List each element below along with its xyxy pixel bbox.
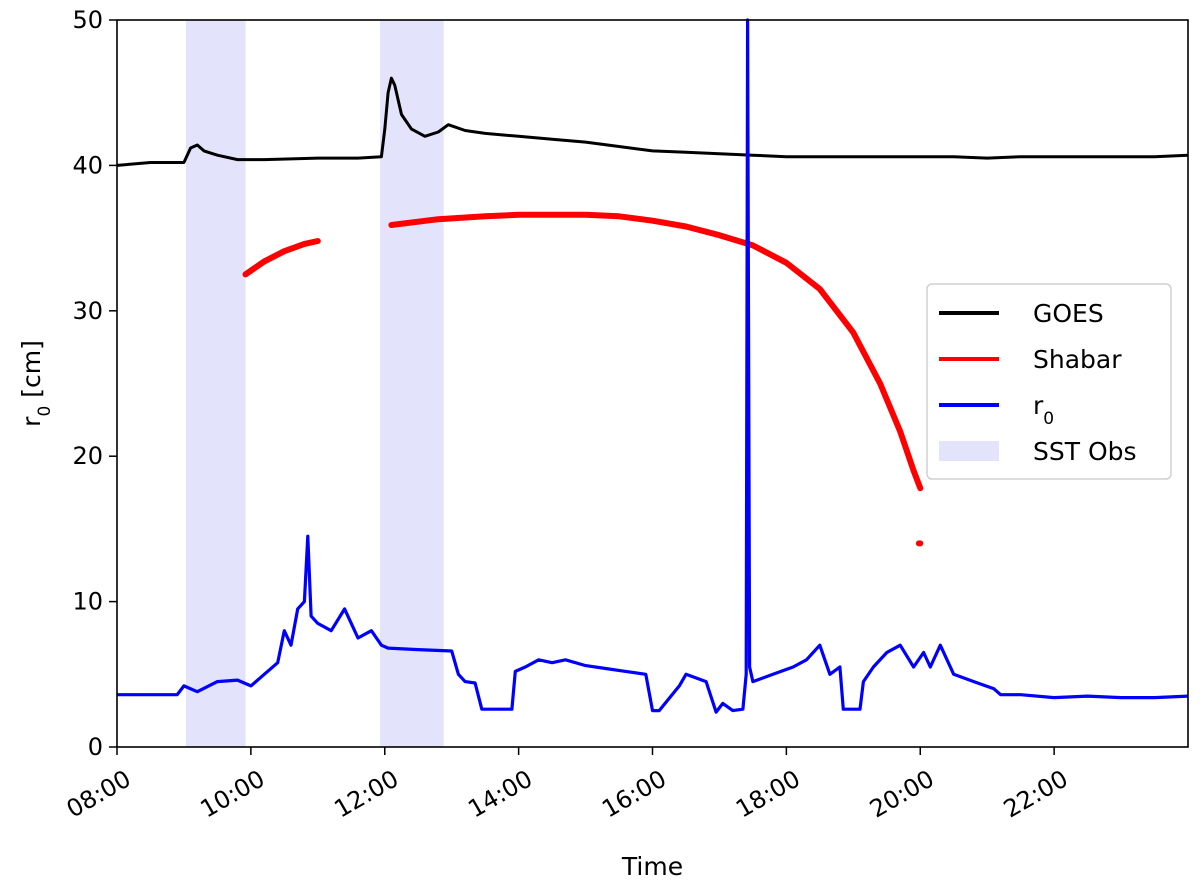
legend-box <box>926 283 1172 480</box>
y-tick-label: 30 <box>72 297 103 325</box>
x-tick-label: 08:00 <box>62 765 136 824</box>
shaded-regions <box>185 20 444 747</box>
y-tick-label: 50 <box>72 6 103 34</box>
x-tick-label: 20:00 <box>865 765 939 824</box>
legend-label-sst-obs: SST Obs <box>1033 437 1137 466</box>
legend-label-goes: GOES <box>1033 299 1104 328</box>
series-r0-line <box>117 18 1189 714</box>
y-tick-label: 40 <box>72 151 103 179</box>
sst-obs-region-1 <box>185 20 246 747</box>
sst-obs-region-2 <box>380 20 444 747</box>
series-goes-line <box>116 76 1189 167</box>
x-axis: 08:00 10:00 12:00 14:00 16:00 18:00 20:00 22:00 <box>62 747 1073 823</box>
x-tick-label: 10:00 <box>196 765 270 824</box>
y-tick-label: 10 <box>72 588 103 616</box>
series-layer <box>116 18 1189 714</box>
series-shabar-segment-2 <box>388 211 924 492</box>
legend-label-shabar: Shabar <box>1033 345 1122 374</box>
x-tick-label: 18:00 <box>731 765 805 824</box>
y-axis-label-subscript: 0 <box>35 406 55 417</box>
y-tick-label: 20 <box>72 442 103 470</box>
legend-swatch-sst-obs <box>939 441 999 461</box>
x-tick-label: 16:00 <box>597 765 671 824</box>
x-tick-label: 22:00 <box>999 765 1073 824</box>
x-tick-label: 14:00 <box>463 765 537 824</box>
y-axis-label-main: r <box>17 416 46 427</box>
y-axis-label: r0 [cm] <box>17 340 55 427</box>
legend-label-r0: r0 <box>1033 391 1054 429</box>
y-tick-label: 0 <box>88 733 103 761</box>
y-axis: 0 10 20 30 40 50 <box>72 6 117 761</box>
legend: GOES Shabar r0 SST Obs <box>926 283 1172 480</box>
series-shabar-segment-1 <box>242 238 321 278</box>
x-axis-label: Time <box>621 852 683 881</box>
y-axis-label-unit: [cm] <box>17 340 46 406</box>
x-tick-label: 12:00 <box>329 765 403 824</box>
